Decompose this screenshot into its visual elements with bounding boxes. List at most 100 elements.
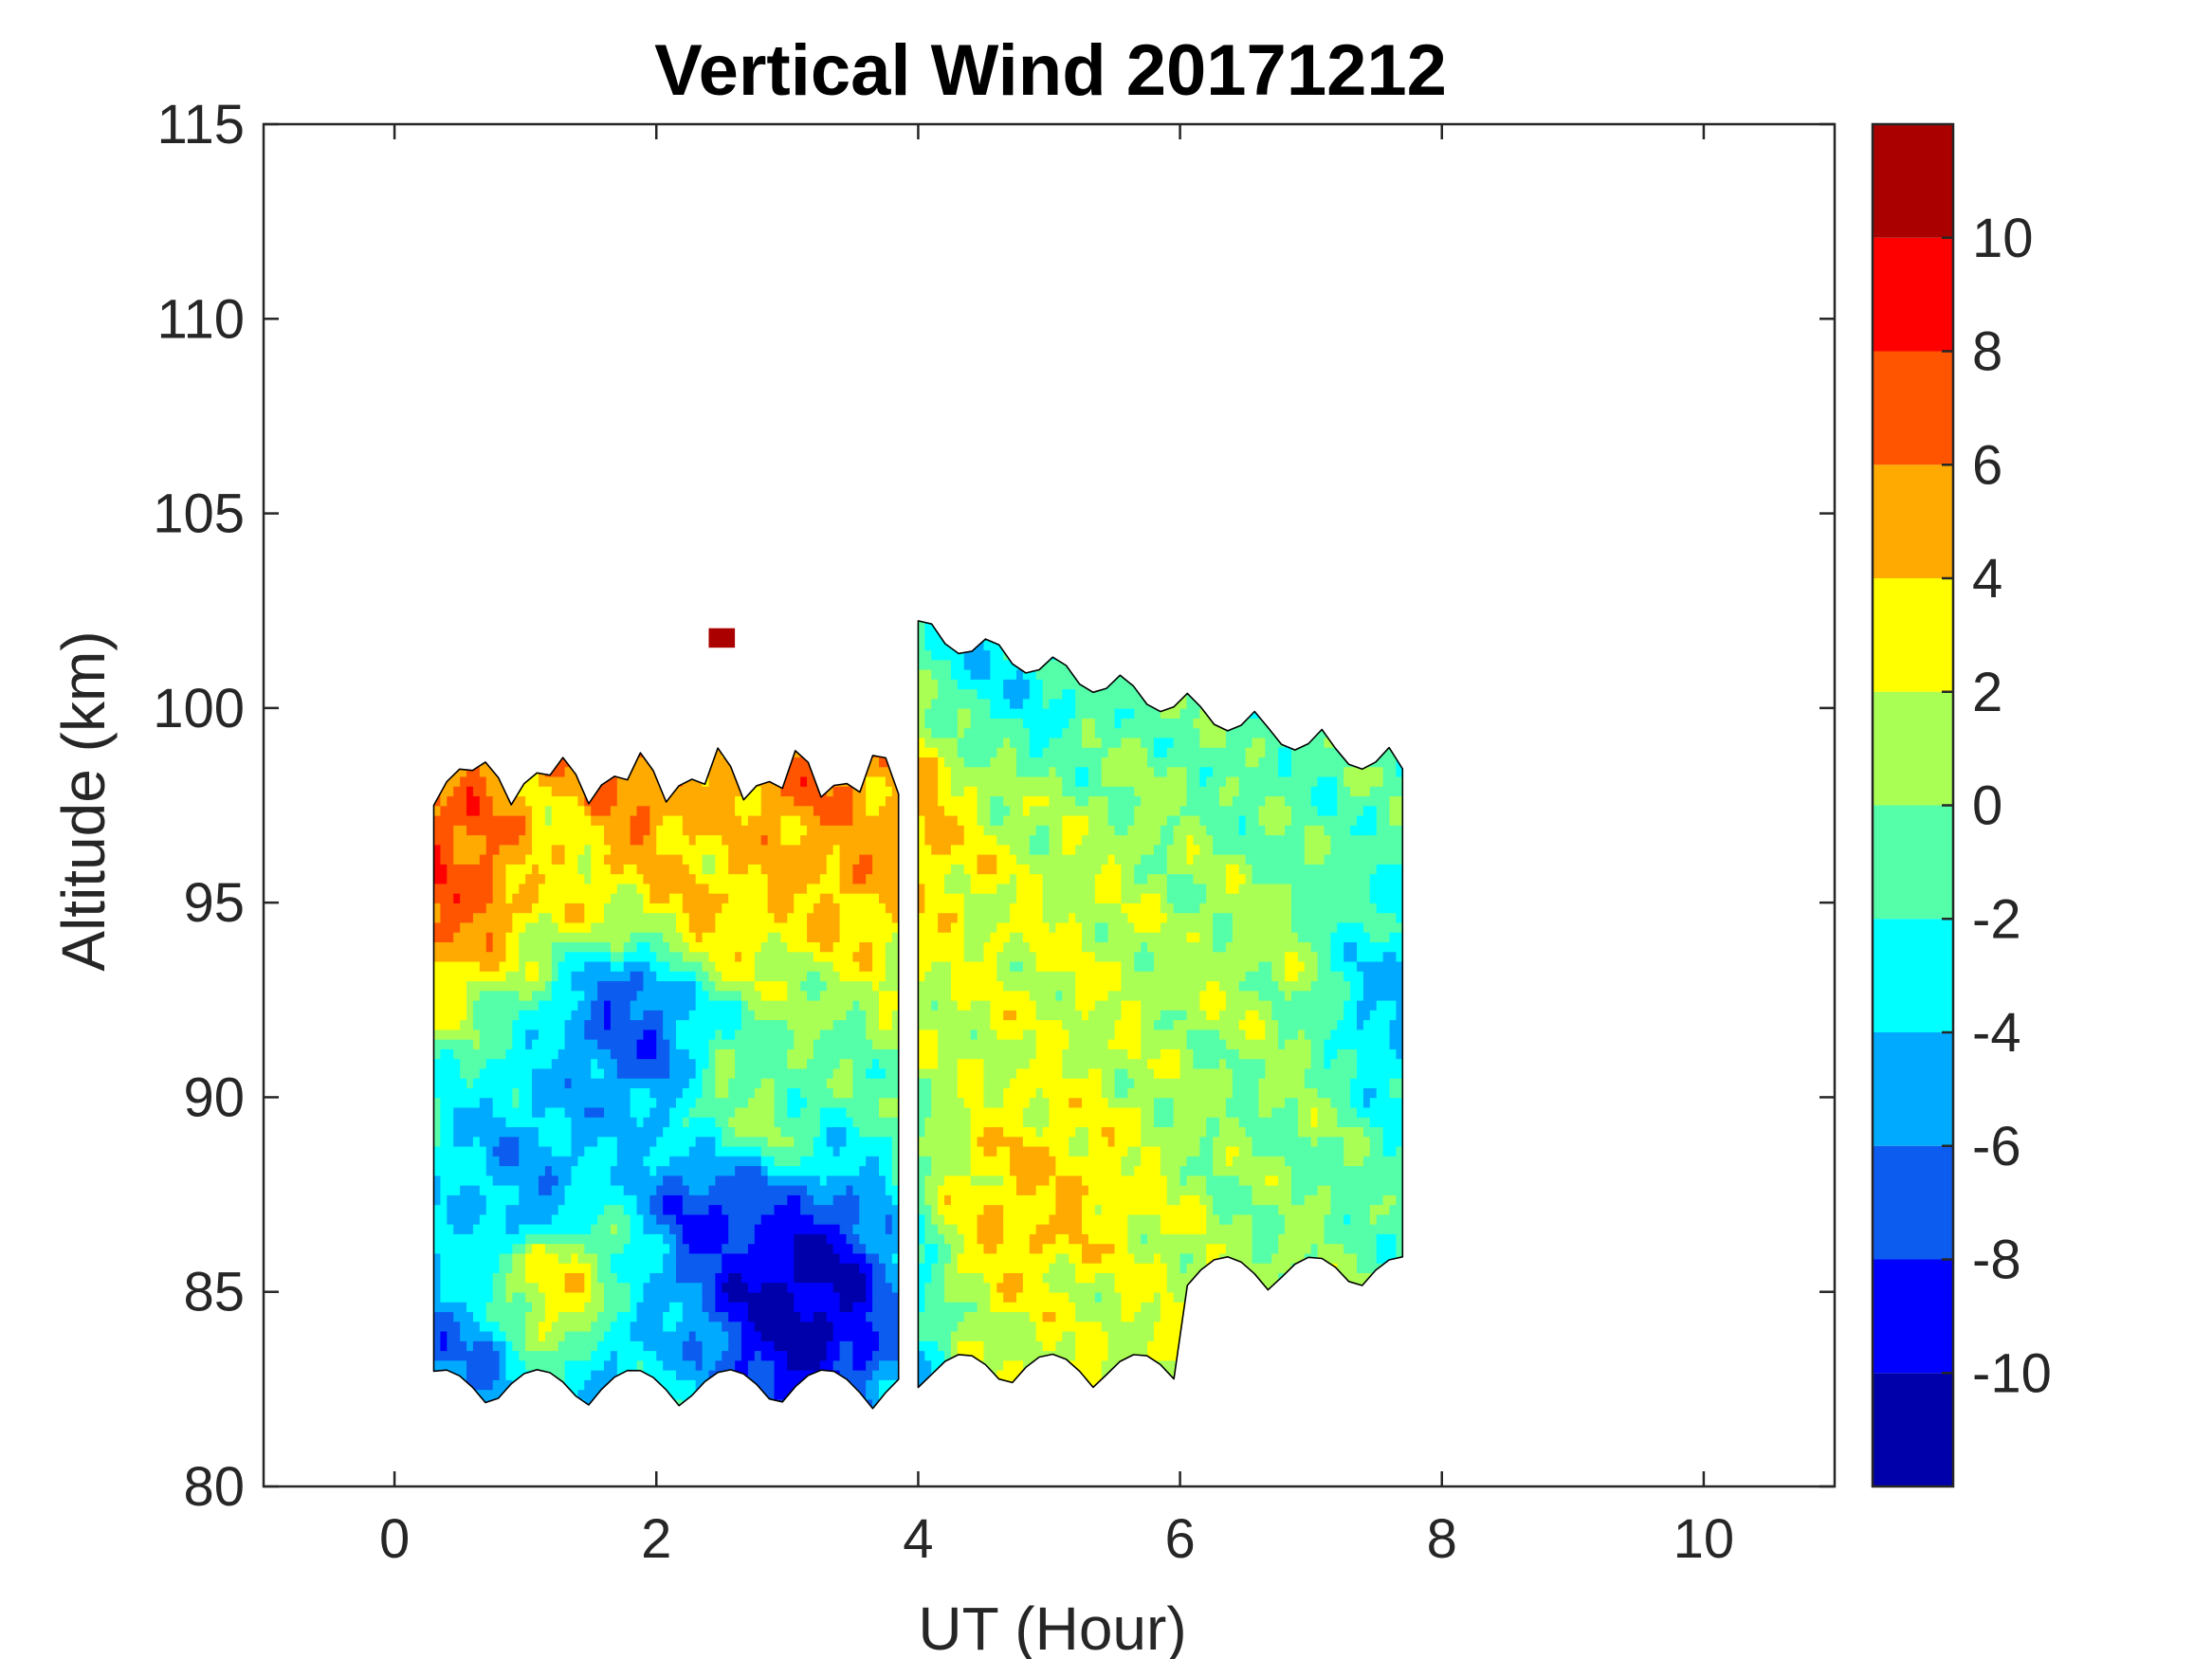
contour-cell [597, 1340, 645, 1352]
contour-cell [1082, 620, 1109, 622]
contour-cell [610, 1223, 618, 1234]
contour-cell [1042, 1243, 1083, 1254]
contour-cell [1141, 1048, 1161, 1060]
contour-cell [878, 980, 899, 992]
contour-cell [702, 853, 717, 865]
contour-cell [1271, 620, 1325, 622]
contour-cell [852, 814, 899, 826]
contour-cell [918, 1204, 933, 1215]
contour-cell [1258, 1010, 1273, 1021]
contour-cell [918, 640, 926, 651]
contour-cell [1291, 601, 1299, 611]
contour-cell [1337, 1409, 1351, 1419]
contour-cell [472, 1136, 481, 1147]
contour-cell [1015, 1175, 1051, 1186]
contour-cell [544, 873, 586, 884]
contour-cell [760, 1350, 789, 1361]
contour-cell [1402, 1399, 1417, 1410]
contour-cell [938, 785, 952, 797]
contour-cell [663, 1262, 677, 1273]
contour-cell [1232, 1156, 1286, 1167]
contour-cell [996, 572, 1056, 582]
contour-cell [1160, 1252, 1181, 1264]
contour-cell [1101, 766, 1155, 777]
contour-cell [695, 1067, 704, 1079]
contour-cell [688, 912, 717, 923]
contour-cell [963, 941, 985, 953]
contour-cell [950, 659, 965, 670]
contour-cell [564, 1369, 593, 1380]
contour-cell [891, 1010, 899, 1021]
contour-cell [1107, 921, 1136, 933]
contour-cell [774, 1340, 828, 1352]
contour-cell [500, 727, 605, 738]
contour-cell [669, 1243, 677, 1254]
contour-cell [1055, 1233, 1070, 1245]
contour-cell [433, 795, 442, 807]
contour-cell [885, 1067, 899, 1079]
contour-cell [978, 601, 998, 611]
contour-cell [1088, 775, 1103, 787]
contour-cell [832, 1282, 867, 1293]
contour-cell [499, 1359, 507, 1371]
contour-cell [1141, 795, 1188, 807]
contour-cell [924, 1350, 945, 1361]
contour-cell [591, 1223, 612, 1234]
contour-cell [1376, 1087, 1391, 1099]
contour-cell [977, 864, 998, 875]
contour-cell [649, 1145, 690, 1157]
contour-cell [950, 921, 965, 933]
contour-cell [899, 1263, 913, 1273]
contour-cell [1278, 757, 1292, 768]
contour-cell [794, 1029, 821, 1040]
contour-cell [918, 1156, 933, 1167]
contour-cell [1213, 834, 1306, 846]
contour-cell [1114, 1272, 1168, 1284]
contour-cell [675, 1038, 710, 1049]
contour-cell [1232, 1087, 1260, 1099]
contour-cell [1173, 629, 1188, 641]
contour-cell [1226, 601, 1247, 611]
contour-cell [1409, 1243, 1417, 1253]
contour-cell [1029, 1058, 1064, 1069]
contour-cell [1245, 1282, 1260, 1293]
contour-cell [485, 1204, 507, 1215]
contour-cell [499, 1369, 507, 1380]
colorbar-tick-label: 0 [1972, 775, 2002, 837]
contour-cell [466, 1438, 481, 1449]
contour-cell [1297, 668, 1332, 680]
contour-cell [741, 1418, 788, 1429]
contour-cell [1238, 1301, 1267, 1313]
contour-cell [938, 746, 959, 757]
contour-cell [682, 1194, 789, 1206]
contour-cell [735, 1058, 789, 1069]
contour-cell [485, 941, 494, 953]
contour-cell [1344, 1243, 1378, 1254]
contour-cell [1337, 679, 1351, 690]
contour-cell [1213, 629, 1292, 641]
contour-cell [493, 1418, 514, 1429]
contour-cell [1310, 1106, 1319, 1118]
contour-cell [774, 1106, 789, 1118]
contour-cell [597, 1272, 618, 1284]
contour-cell [1003, 1097, 1031, 1108]
contour-cell [918, 785, 939, 797]
contour-cell [591, 1438, 605, 1449]
contour-cell [1179, 1165, 1214, 1176]
contour-cell [866, 1282, 873, 1293]
contour-cell [434, 699, 461, 709]
contour-cell [551, 980, 573, 992]
contour-cell [1369, 1213, 1378, 1225]
contour-cell [1127, 1233, 1142, 1245]
contour-cell [433, 1048, 442, 1060]
contour-cell [807, 1097, 880, 1108]
contour-cell [1127, 1418, 1180, 1429]
contour-cell [813, 1194, 834, 1206]
contour-cell [839, 970, 887, 982]
contour-cell [1356, 727, 1378, 738]
contour-cell [682, 825, 782, 836]
contour-cell [512, 1038, 526, 1049]
contour-cell [1278, 1359, 1292, 1371]
contour-cell [990, 649, 1004, 661]
contour-cell [1180, 581, 1207, 592]
